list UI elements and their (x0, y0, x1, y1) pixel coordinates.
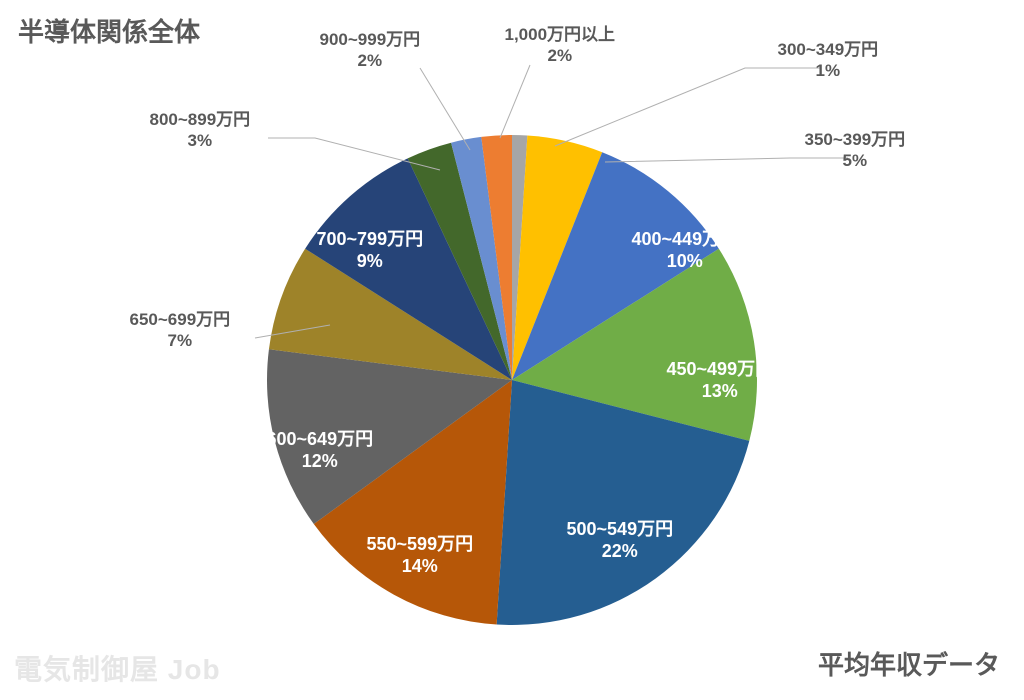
slice-label: 500~549万円22% (567, 518, 674, 563)
slice-range-label: 600~649万円 (267, 428, 374, 451)
slice-percent-label: 14% (367, 555, 474, 578)
slice-range-label: 550~599万円 (367, 533, 474, 556)
slice-range-label: 900~999万円 (320, 29, 421, 50)
slice-percent-label: 12% (267, 450, 374, 473)
slice-percent-label: 2% (320, 50, 421, 71)
slice-label: 600~649万円12% (267, 428, 374, 473)
slice-range-label: 1,000万円以上 (505, 24, 616, 45)
slice-range-label: 300~349万円 (778, 39, 879, 60)
slice-percent-label: 9% (317, 250, 424, 273)
pie-label-layer: 300~349万円1% 350~399万円5% 400~449万円10% 450~49… (0, 0, 1024, 700)
slice-label: 650~699万円7% (130, 309, 231, 352)
slice-label: 350~399万円5% (805, 129, 906, 172)
slice-percent-label: 3% (150, 130, 251, 151)
slice-label: 450~499万円13% (667, 358, 774, 403)
slice-range-label: 450~499万円 (667, 358, 774, 381)
slice-percent-label: 13% (667, 380, 774, 403)
slice-range-label: 350~399万円 (805, 129, 906, 150)
slice-range-label: 400~449万円 (632, 228, 739, 251)
slice-percent-label: 2% (505, 45, 616, 66)
slice-label: 1,000万円以上2% (505, 24, 616, 67)
slice-label: 900~999万円2% (320, 29, 421, 72)
slice-label: 550~599万円14% (367, 533, 474, 578)
slice-percent-label: 5% (805, 150, 906, 171)
slice-label: 700~799万円9% (317, 228, 424, 273)
slice-label: 300~349万円1% (778, 39, 879, 82)
slice-percent-label: 22% (567, 540, 674, 563)
slice-range-label: 650~699万円 (130, 309, 231, 330)
slice-range-label: 700~799万円 (317, 228, 424, 251)
slice-percent-label: 7% (130, 330, 231, 351)
slice-range-label: 800~899万円 (150, 109, 251, 130)
slice-percent-label: 10% (632, 250, 739, 273)
slice-percent-label: 1% (778, 60, 879, 81)
slice-label: 400~449万円10% (632, 228, 739, 273)
slice-label: 800~899万円3% (150, 109, 251, 152)
slice-range-label: 500~549万円 (567, 518, 674, 541)
